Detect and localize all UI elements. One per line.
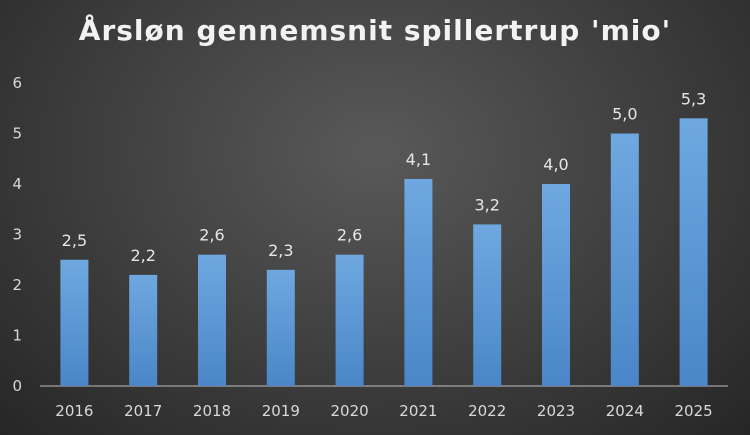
data-label-2017: 2,2 — [130, 246, 155, 265]
bar-2020 — [335, 254, 364, 386]
y-tick-label: 6 — [12, 74, 22, 92]
bar-2021 — [404, 178, 433, 386]
x-axis: 2016 2017 2018 2019 2020 2021 2022 2023 2024 2025 — [40, 385, 728, 420]
x-tick-label-2023: 2023 — [537, 402, 575, 420]
data-label-2025: 5,3 — [681, 89, 706, 108]
bar-2023 — [542, 184, 570, 386]
data-label-2024: 5,0 — [612, 105, 637, 124]
x-tick-label-2022: 2022 — [468, 402, 506, 420]
y-tick-label: 0 — [12, 377, 22, 395]
data-label-2020: 2,6 — [337, 226, 362, 245]
data-label-2018: 2,6 — [199, 226, 224, 245]
data-label-2016: 2,5 — [62, 231, 87, 250]
x-tick-label-2017: 2017 — [124, 402, 162, 420]
bars — [60, 118, 708, 386]
bar-2022 — [473, 224, 502, 386]
bar-2016 — [60, 259, 89, 386]
bar-2024 — [610, 133, 639, 386]
y-tick-label: 4 — [12, 175, 22, 193]
x-tick-label-2018: 2018 — [193, 402, 231, 420]
x-tick-label-2016: 2016 — [55, 402, 93, 420]
data-label-2023: 4,0 — [543, 155, 568, 174]
x-tick-label-2021: 2021 — [399, 402, 437, 420]
x-tick-label-2019: 2019 — [262, 402, 300, 420]
y-tick-label: 3 — [12, 226, 22, 244]
x-tick-label-2020: 2020 — [331, 402, 369, 420]
y-tick-label: 1 — [12, 327, 22, 345]
bar-2025 — [679, 118, 708, 386]
chart-title: Årsløn gennemsnit spillertrup 'mio' — [78, 14, 672, 47]
data-label-2021: 4,1 — [406, 150, 431, 169]
data-labels: 2,5 2,2 2,6 2,3 2,6 4,1 3,2 4,0 5,0 5,3 — [62, 89, 707, 265]
y-axis: 0 1 2 3 4 5 6 — [12, 74, 22, 395]
bar-2017 — [129, 274, 158, 386]
data-label-2022: 3,2 — [474, 195, 499, 214]
x-tick-label-2024: 2024 — [606, 402, 644, 420]
y-tick-label: 5 — [12, 125, 22, 143]
y-tick-label: 2 — [12, 276, 22, 294]
bar-2019 — [266, 269, 295, 386]
bar-2018 — [198, 254, 226, 386]
x-tick-label-2025: 2025 — [675, 402, 713, 420]
data-label-2019: 2,3 — [268, 241, 293, 260]
